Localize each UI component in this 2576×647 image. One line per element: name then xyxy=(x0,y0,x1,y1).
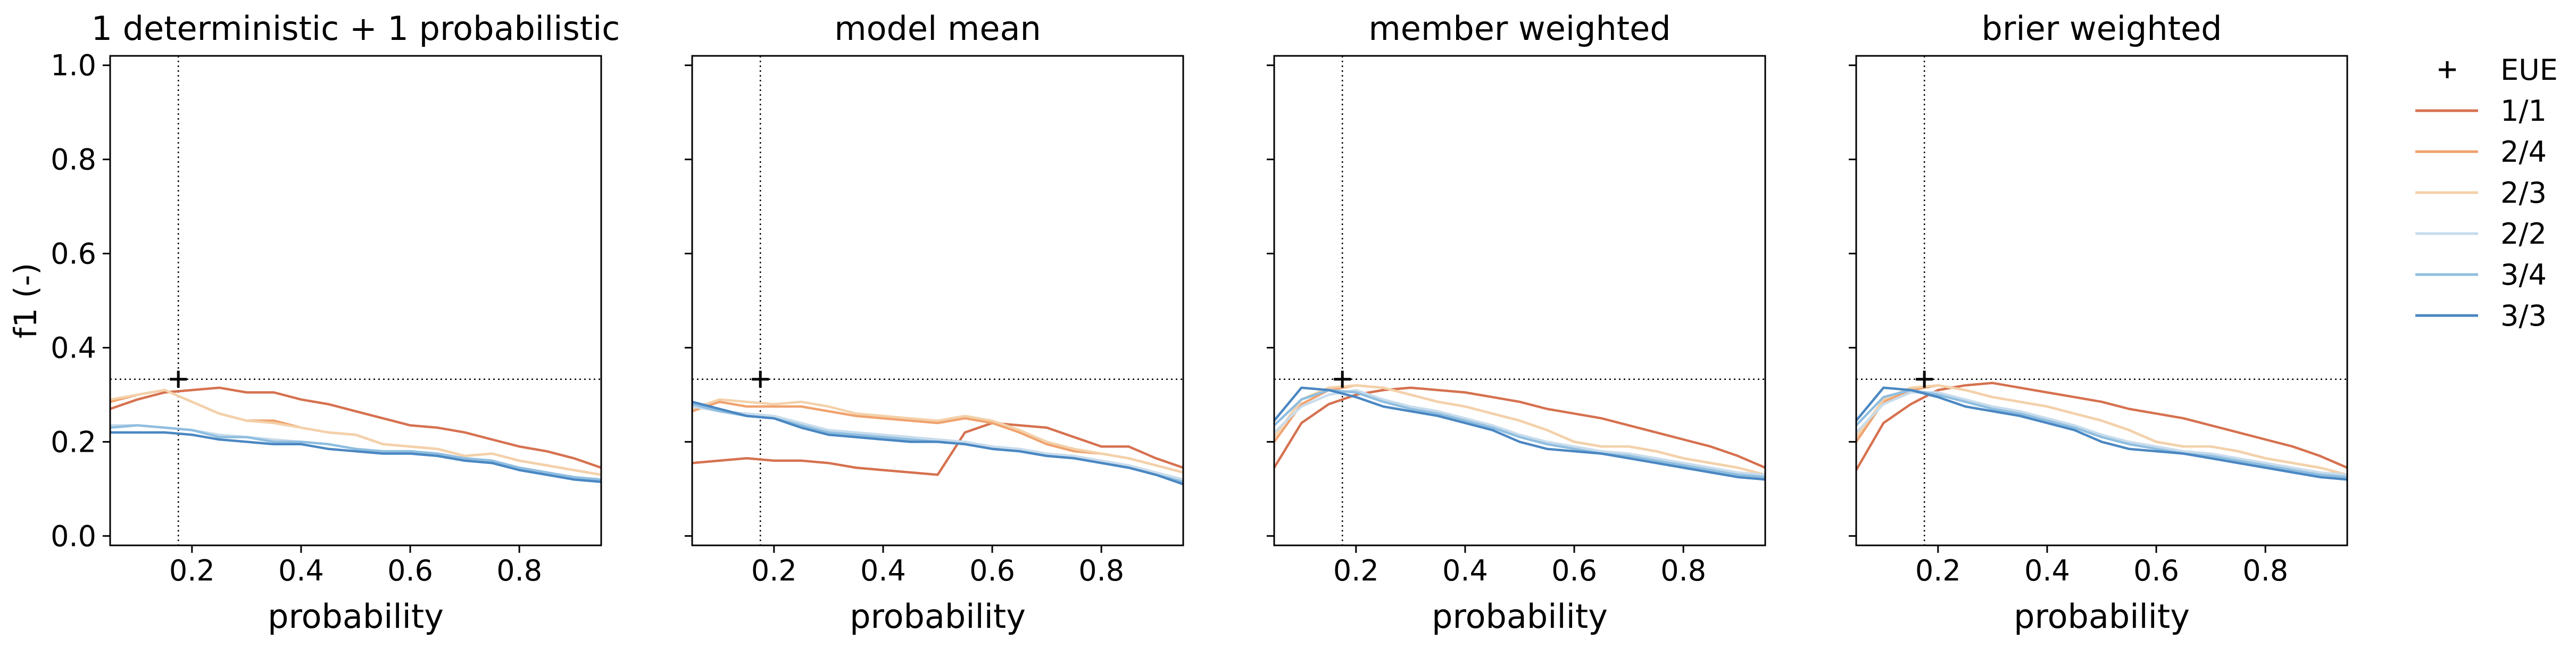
series-line-3-3 xyxy=(1273,386,1766,481)
series-line-1-1 xyxy=(1273,386,1766,469)
x-tick-label: 0.8 xyxy=(1078,554,1124,587)
panel-4: brier weighted 0.2 0.4 0.6 0.8 probability xyxy=(1849,9,2348,636)
y-tick-label: 0.8 xyxy=(51,143,96,177)
chart-panels: 1 deterministic + 1 probabilistic 0.2 0.4 0… xyxy=(51,9,2348,636)
series-line-3-4 xyxy=(110,424,602,481)
series-line-1-1 xyxy=(692,421,1184,476)
y-tick-label: 1.0 xyxy=(51,49,96,82)
x-tick-label: 0.4 xyxy=(1442,554,1488,587)
legend-item-1-1: 1/1 xyxy=(2415,94,2547,128)
legend-label: 1/1 xyxy=(2500,94,2547,128)
legend-label: 3/3 xyxy=(2500,299,2547,333)
x-tick-label: 0.4 xyxy=(2024,554,2070,587)
series-line-2-3 xyxy=(1273,384,1766,476)
axes-frame xyxy=(1855,55,2348,546)
y-tick-label: 0.2 xyxy=(51,425,96,459)
panel-1: 1 deterministic + 1 probabilistic 0.2 0.4 0… xyxy=(51,9,620,636)
y-tick-label: 0.4 xyxy=(51,331,96,364)
legend-item-eue: EUE xyxy=(2439,53,2558,87)
series-line-2-3 xyxy=(692,398,1184,474)
legend-item-2-4: 2/4 xyxy=(2415,135,2547,169)
legend-label: 3/4 xyxy=(2500,258,2547,292)
x-tick-label: 0.2 xyxy=(1333,554,1379,587)
series-line-3-3 xyxy=(692,401,1184,486)
series-line-1-1 xyxy=(110,386,602,469)
eue-marker xyxy=(170,370,187,388)
x-tick-label: 0.6 xyxy=(969,554,1015,587)
series-line-3-4 xyxy=(1273,388,1766,478)
x-tick-label: 0.2 xyxy=(1915,554,1961,587)
series-line-1-1 xyxy=(1855,381,2348,471)
panel-title: member weighted xyxy=(1368,9,1671,48)
eue-marker xyxy=(1916,370,1933,388)
series-line-2-3 xyxy=(110,388,602,476)
legend: EUE 1/1 2/4 2/3 2/2 3/4 3/3 xyxy=(2415,53,2558,333)
x-tick-label: 0.4 xyxy=(860,554,906,587)
legend-item-2-3: 2/3 xyxy=(2415,176,2547,210)
x-tick-label: 0.8 xyxy=(1660,554,1706,587)
x-tick-label: 0.2 xyxy=(169,554,215,587)
series-line-2-3 xyxy=(1855,384,2348,476)
eue-marker xyxy=(752,370,769,388)
series-line-2-2 xyxy=(692,405,1184,481)
y-tick-label: 0.6 xyxy=(51,237,96,271)
legend-marker-icon xyxy=(2439,61,2456,78)
x-tick-label: 0.4 xyxy=(278,554,324,587)
panel-title: model mean xyxy=(834,9,1041,48)
legend-label: 2/4 xyxy=(2500,135,2547,169)
axes-frame xyxy=(109,55,602,546)
x-tick-label: 0.8 xyxy=(2242,554,2288,587)
legend-label: EUE xyxy=(2500,53,2558,87)
x-tick-label: 0.2 xyxy=(751,554,797,587)
y-tick-label: 0.0 xyxy=(51,519,96,553)
x-tick-label: 0.8 xyxy=(496,554,542,587)
x-tick-label: 0.6 xyxy=(2133,554,2179,587)
y-axis-label: f1 (-) xyxy=(7,263,44,338)
series-line-2-2 xyxy=(1273,388,1766,476)
x-axis-label: probability xyxy=(850,597,1026,636)
x-tick-label: 0.6 xyxy=(387,554,433,587)
x-axis-label: probability xyxy=(2014,597,2190,636)
axes-frame xyxy=(1273,55,1766,546)
legend-item-2-2: 2/2 xyxy=(2415,217,2547,251)
panel-3: member weighted 0.2 0.4 0.6 0.8 probability xyxy=(1267,9,1766,636)
legend-label: 2/3 xyxy=(2500,176,2547,210)
x-axis-label: probability xyxy=(268,597,444,636)
series-line-3-4 xyxy=(1855,388,2348,478)
x-tick-label: 0.6 xyxy=(1551,554,1597,587)
x-axis-label: probability xyxy=(1432,597,1608,636)
eue-marker xyxy=(1334,370,1351,388)
series-line-3-3 xyxy=(1855,386,2348,481)
panel-2: model mean 0.2 0.4 0.6 0.8 probability xyxy=(685,9,1184,636)
series-line-2-4 xyxy=(1855,384,2348,476)
series-line-3-3 xyxy=(110,431,602,483)
legend-label: 2/2 xyxy=(2500,217,2547,251)
panel-title: 1 deterministic + 1 probabilistic xyxy=(92,9,620,48)
panel-title: brier weighted xyxy=(1982,9,2222,48)
legend-item-3-3: 3/3 xyxy=(2415,299,2547,333)
legend-item-3-4: 3/4 xyxy=(2415,258,2547,292)
series-line-2-2 xyxy=(1855,391,2348,476)
axes-frame xyxy=(691,55,1184,546)
